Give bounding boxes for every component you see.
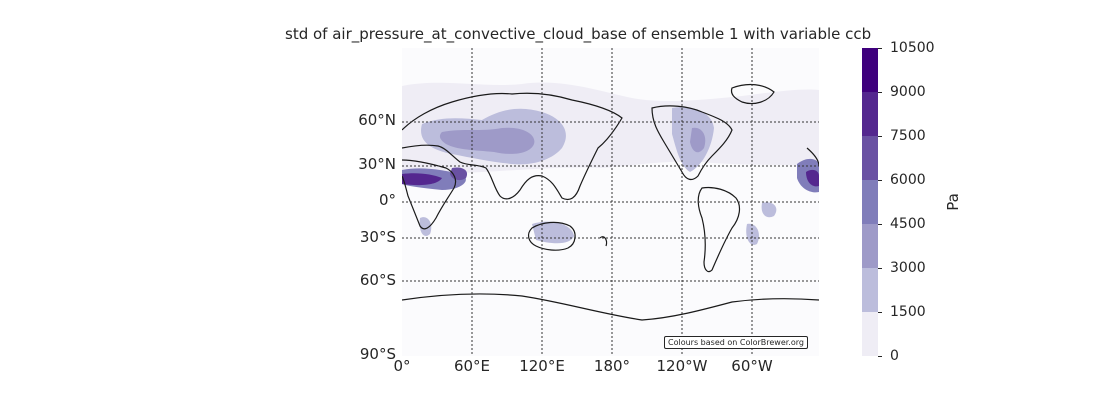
colorbar-band-0: [862, 312, 878, 356]
colorbar-tick: [878, 224, 882, 225]
colorbar-unit-label: Pa: [943, 193, 962, 211]
lat-label-0: 0°: [378, 191, 396, 209]
colorbar-tick: [878, 268, 882, 269]
lat-label-60n: 60°N: [358, 111, 396, 129]
colorbar-tick-label: 1500: [890, 304, 926, 320]
colorbrewer-credit: Colours based on ColorBrewer.org: [664, 336, 808, 349]
colorbar-band-3: [862, 180, 878, 224]
lon-label-180: 180°: [593, 357, 631, 375]
colorbar-band-4: [862, 136, 878, 180]
colorbar-tick: [878, 180, 882, 181]
colorbar-tick-label: 4500: [890, 216, 926, 232]
lon-label-60e: 60°E: [453, 357, 491, 375]
colorbar-band-6: [862, 48, 878, 92]
contour-fills: [402, 82, 819, 245]
coastlines: [402, 83, 819, 321]
colorbar-tick-label: 6000: [890, 172, 926, 188]
colorbar-tick: [878, 356, 882, 357]
colorbar-tick-label: 0: [890, 348, 899, 364]
lon-label-0: 0°: [393, 357, 411, 375]
map-plot-area[interactable]: [402, 48, 819, 356]
colorbar-tick-label: 3000: [890, 260, 926, 276]
lon-label-120w: 120°W: [656, 357, 708, 375]
colorbar-tick: [878, 92, 882, 93]
colorbar-tick-label: 7500: [890, 128, 926, 144]
colorbar-band-5: [862, 92, 878, 136]
map-title: std of air_pressure_at_convective_cloud_…: [285, 25, 872, 43]
colorbar-tick-label: 10500: [890, 40, 935, 56]
map-canvas: [402, 48, 819, 356]
lat-label-90s: 90°S: [359, 345, 396, 363]
lat-label-30s: 30°S: [359, 228, 396, 246]
colorbar-band-1: [862, 268, 878, 312]
lon-label-60w: 60°W: [731, 357, 773, 375]
graticule: [402, 48, 819, 356]
lon-label-120e: 120°E: [519, 357, 565, 375]
lat-label-60s: 60°S: [359, 271, 396, 289]
colorbar-tick: [878, 136, 882, 137]
lat-label-30n: 30°N: [358, 155, 396, 173]
colorbar-tick: [878, 312, 882, 313]
colorbar-tick-label: 9000: [890, 84, 926, 100]
colorbar-tick: [878, 48, 882, 49]
colorbar-band-2: [862, 224, 878, 268]
colorbar: [862, 48, 878, 356]
